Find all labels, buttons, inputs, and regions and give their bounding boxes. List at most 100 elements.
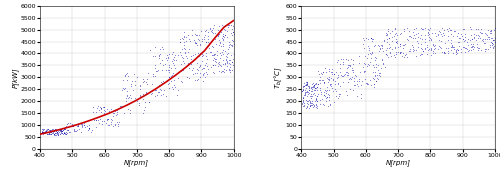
Point [489,46,497,49]
Point [192,71,200,74]
Point [364,83,372,86]
Point [326,104,334,107]
Point [98,122,106,125]
Point [50,128,58,131]
Point [418,27,426,30]
Point [142,81,150,84]
Point [170,63,178,66]
Point [372,79,380,82]
Point [122,94,130,97]
Point [60,131,68,134]
Point [422,26,430,29]
Point [360,46,368,49]
Point [314,70,322,73]
Point [371,58,379,61]
Point [366,49,374,52]
Point [468,37,475,40]
Point [475,34,483,37]
Point [46,133,54,136]
Point [95,121,103,124]
Point [53,130,61,133]
Point [180,40,188,43]
Point [336,62,344,65]
Point [333,61,341,64]
Point [474,27,482,30]
Point [424,27,432,30]
Point [186,55,194,58]
Point [46,131,54,134]
Point [112,112,120,116]
Point [419,49,427,52]
Point [159,92,167,96]
Point [54,132,62,135]
Point [447,46,455,49]
Point [164,56,172,59]
Point [308,82,316,85]
Point [378,44,386,47]
Point [78,124,86,127]
Point [93,107,101,110]
Point [46,131,54,134]
Point [313,85,321,88]
Point [178,53,186,57]
Point [392,46,400,49]
Point [385,36,393,39]
Point [440,52,448,55]
Point [470,45,478,48]
Point [342,90,349,93]
Point [184,48,192,51]
Point [211,59,219,62]
Point [308,100,316,103]
Point [224,51,232,54]
Point [410,28,418,31]
Point [70,128,78,131]
Point [74,123,82,126]
Point [300,88,308,91]
Point [308,88,316,91]
Point [151,74,159,77]
Point [368,36,376,39]
Point [385,42,393,45]
Point [225,59,233,62]
Point [176,40,184,44]
Point [200,66,208,69]
Point [219,59,227,62]
Point [186,67,194,70]
Point [298,103,306,106]
Point [170,84,178,87]
Point [304,82,312,85]
Point [194,69,202,72]
Point [482,32,490,36]
Point [403,38,411,41]
Point [300,84,308,87]
Point [198,53,205,56]
Point [230,53,237,56]
Point [190,42,198,45]
Point [454,51,462,54]
Point [224,30,232,33]
Point [202,61,210,64]
Point [84,126,92,129]
Point [198,38,206,41]
Point [208,45,216,48]
Point [360,69,368,72]
Point [379,62,387,65]
Point [310,91,318,94]
Point [424,48,432,51]
Point [449,51,457,54]
Point [336,92,344,95]
Point [197,30,205,33]
Point [307,90,315,93]
Point [346,77,354,80]
Point [299,96,307,100]
Point [360,55,368,58]
Point [194,37,202,40]
Point [151,46,159,49]
Point [80,123,88,126]
Point [322,96,330,100]
Point [328,84,336,87]
Point [302,83,310,86]
Point [178,55,186,58]
Point [172,93,180,96]
Point [324,89,332,92]
